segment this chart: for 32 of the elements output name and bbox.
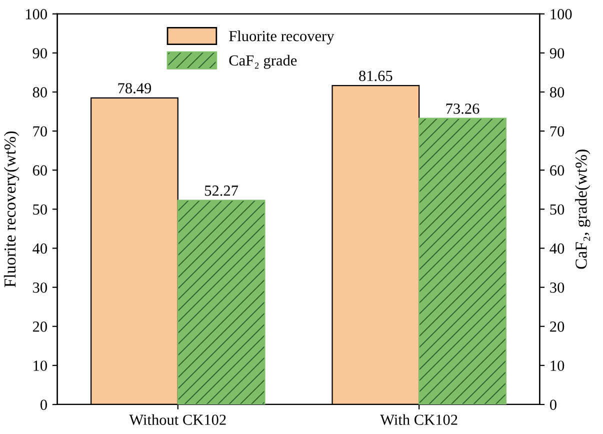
y-tick-label: 30	[33, 282, 47, 293]
y2-tick-label: 60	[550, 165, 564, 176]
y2-tick-label: 100	[550, 9, 572, 20]
y-tick-label: 90	[32, 48, 47, 58]
y-tick-label: 70	[33, 126, 47, 137]
y-tick-label: 0	[40, 400, 47, 410]
legend-label: CaF₂ grade	[229, 54, 297, 69]
legend-label: Fluorite recovery	[229, 30, 334, 44]
data-label: 52.27	[205, 186, 238, 196]
x-tick-label: With CK102	[380, 414, 458, 426]
data-label: 73.26	[446, 104, 480, 114]
y-axis-title: Fluorite recovery(wt%)	[4, 131, 20, 288]
y2-axis-title: CaF₂, grade(wt%)	[575, 150, 590, 269]
y-tick-label: 60	[32, 165, 47, 176]
x-tick-label: Without CK102	[129, 414, 226, 426]
y2-tick-label: 70	[550, 126, 564, 137]
y2-tick-label: 0	[550, 400, 556, 410]
y2-tick-label: 90	[550, 48, 564, 58]
y-tick-label: 40	[32, 243, 47, 254]
y-tick-label: 80	[32, 87, 47, 98]
y2-tick-label: 10	[550, 360, 564, 371]
y-tick-label: 100	[26, 9, 47, 20]
data-label: 78.49	[118, 83, 152, 94]
y2-tick-label: 20	[550, 322, 564, 332]
y2-tick-label: 40	[550, 243, 564, 254]
y2-tick-label: 80	[550, 87, 564, 98]
y2-tick-label: 50	[550, 204, 564, 215]
y-tick-label: 50	[33, 204, 47, 215]
y2-tick-label: 30	[550, 282, 564, 293]
data-label: 81.65	[359, 70, 392, 82]
y-tick-label: 20	[32, 322, 47, 332]
y-tick-label: 10	[34, 360, 47, 371]
